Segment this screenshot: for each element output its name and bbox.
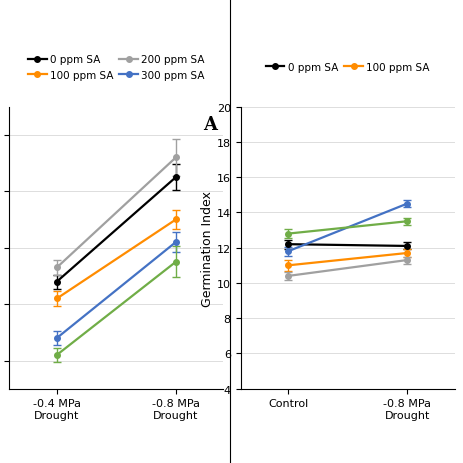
Y-axis label: Germination Index: Germination Index — [200, 190, 213, 306]
Legend: 0 ppm SA, 100 ppm SA: 0 ppm SA, 100 ppm SA — [265, 63, 429, 73]
Legend: 0 ppm SA, 100 ppm SA, 200 ppm SA, 300 ppm SA: 0 ppm SA, 100 ppm SA, 200 ppm SA, 300 pp… — [28, 56, 205, 81]
Text: A: A — [203, 116, 217, 134]
